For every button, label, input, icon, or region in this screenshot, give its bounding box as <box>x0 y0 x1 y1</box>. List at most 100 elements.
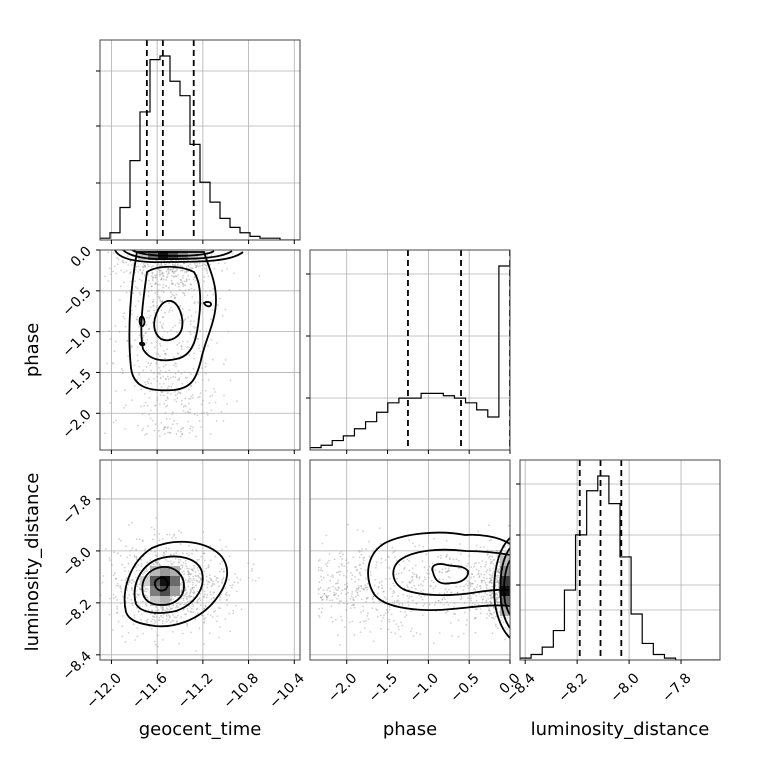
sample-point <box>207 564 210 566</box>
sample-point <box>423 595 426 597</box>
sample-point <box>162 316 165 318</box>
sample-point <box>450 591 453 594</box>
sample-point <box>383 614 385 617</box>
sample-point <box>111 564 113 567</box>
sample-point <box>190 595 193 598</box>
sample-point <box>158 297 160 299</box>
density-cell-4 <box>160 576 170 586</box>
sample-point <box>414 564 417 567</box>
sample-point <box>452 558 455 561</box>
sample-point <box>184 377 187 379</box>
sample-point <box>196 601 199 604</box>
sample-point <box>186 622 188 625</box>
sample-point <box>186 376 189 379</box>
sample-point <box>326 589 328 591</box>
sample-point <box>323 592 326 595</box>
sample-point <box>215 620 218 623</box>
tick-label: −0.5 <box>447 670 482 705</box>
sample-point <box>497 601 500 604</box>
sample-point <box>155 362 158 365</box>
sample-point <box>160 615 163 618</box>
sample-point <box>145 603 147 605</box>
sample-point <box>139 269 142 272</box>
sample-point <box>192 577 195 580</box>
sample-point <box>345 582 348 585</box>
sample-point <box>144 594 147 596</box>
sample-point <box>135 318 138 321</box>
sample-point <box>155 561 158 564</box>
sample-point <box>195 548 197 551</box>
sample-point <box>126 556 129 559</box>
sample-point <box>162 365 165 368</box>
sample-point <box>369 571 372 573</box>
sample-point <box>437 599 440 602</box>
sample-point <box>137 271 140 273</box>
sample-point <box>176 343 179 346</box>
sample-point <box>165 405 167 408</box>
sample-point <box>490 581 493 584</box>
sample-point <box>221 269 224 272</box>
sample-point <box>377 586 379 589</box>
sample-point <box>496 581 499 584</box>
sample-point <box>136 354 139 357</box>
sample-point <box>183 280 186 283</box>
sample-point <box>204 366 207 368</box>
sample-point <box>395 623 398 625</box>
sample-point <box>215 420 218 422</box>
sample-point <box>228 555 231 558</box>
sample-point <box>338 565 340 568</box>
sample-point <box>338 552 341 555</box>
sample-point <box>474 580 476 582</box>
sample-point <box>479 546 482 549</box>
sample-point <box>401 624 404 627</box>
sample-point <box>162 428 165 431</box>
sample-point <box>187 420 190 423</box>
sample-point <box>410 595 413 598</box>
sample-point <box>112 629 114 631</box>
sample-point <box>203 583 206 586</box>
sample-point <box>485 583 487 586</box>
sample-point <box>174 376 177 379</box>
sample-point <box>154 276 157 278</box>
sample-point <box>166 533 169 536</box>
sample-point <box>138 569 141 572</box>
sample-point <box>199 592 202 595</box>
sample-point <box>482 546 485 548</box>
sample-point <box>395 577 398 580</box>
sample-point <box>484 564 487 566</box>
sample-point <box>174 275 177 278</box>
sample-point <box>394 632 397 635</box>
sample-point <box>146 598 149 600</box>
sample-point <box>449 622 452 624</box>
sample-point <box>433 537 435 540</box>
tick-label: −0.5 <box>59 284 94 319</box>
sample-point <box>185 271 188 274</box>
sample-point <box>112 593 115 596</box>
sample-point <box>159 299 162 302</box>
sample-point <box>492 616 494 619</box>
sample-point <box>208 574 211 577</box>
sample-point <box>480 596 483 598</box>
sample-point <box>114 340 117 343</box>
sample-point <box>149 314 152 317</box>
sample-point <box>162 616 164 619</box>
sample-point <box>166 387 169 390</box>
sample-point <box>157 295 160 298</box>
sample-point <box>162 613 165 616</box>
sample-point <box>214 391 216 393</box>
sample-point <box>180 265 183 267</box>
sample-point <box>422 580 425 583</box>
sample-point <box>134 268 137 271</box>
sample-point <box>398 563 401 566</box>
sample-point <box>143 265 146 267</box>
sample-point <box>142 334 145 337</box>
sample-point <box>168 385 170 388</box>
sample-point <box>188 571 191 574</box>
sample-point <box>397 595 400 598</box>
sample-point <box>176 263 179 266</box>
sample-point <box>473 565 475 568</box>
sample-point <box>206 586 209 589</box>
sample-point <box>480 573 482 575</box>
sample-point <box>170 598 172 601</box>
sample-point <box>119 602 122 605</box>
